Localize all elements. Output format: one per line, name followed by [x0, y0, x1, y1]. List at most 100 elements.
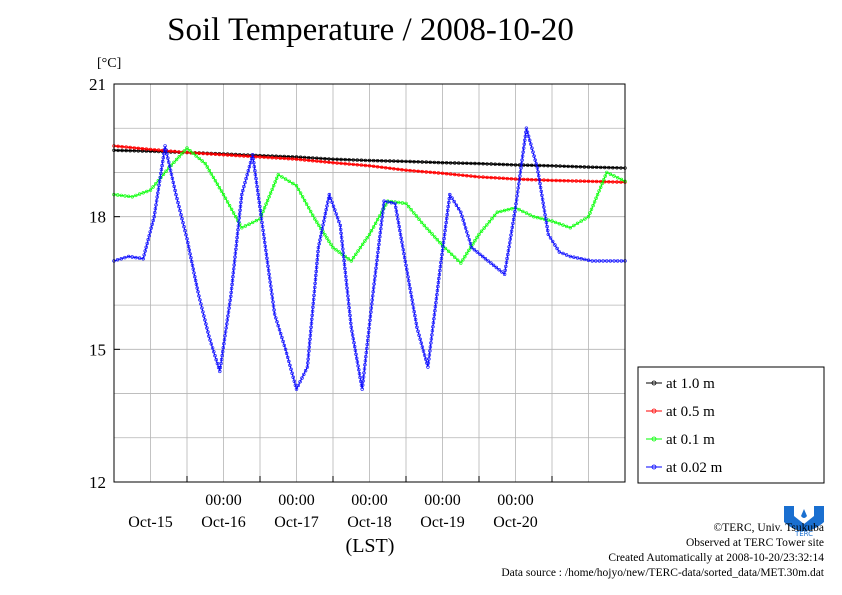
data-point [520, 158, 524, 162]
data-point [302, 198, 307, 203]
chart-title: Soil Temperature / 2008-10-20 [167, 12, 574, 48]
data-point [229, 286, 234, 291]
data-point [240, 226, 244, 230]
data-point [436, 280, 441, 285]
data-point [185, 237, 189, 241]
data-point [290, 371, 294, 375]
data-point [244, 176, 248, 181]
data-point [144, 147, 149, 151]
data-point [229, 294, 233, 298]
data-point [154, 199, 159, 203]
data-point [561, 251, 565, 256]
data-point [287, 359, 291, 363]
data-point [227, 306, 231, 310]
data-point [239, 200, 243, 205]
data-point [357, 372, 362, 376]
data-point [523, 138, 527, 142]
data-point [307, 345, 311, 349]
data-point [461, 173, 465, 178]
data-point [427, 357, 431, 361]
data-point [465, 161, 469, 166]
data-point [149, 226, 153, 230]
data-point [307, 341, 312, 345]
data-point [219, 357, 224, 362]
data-point [493, 162, 497, 166]
data-point [234, 247, 238, 252]
data-point [316, 245, 321, 250]
data-point [275, 320, 279, 324]
data-point [492, 213, 497, 218]
data-point [554, 164, 558, 168]
data-point [513, 163, 518, 167]
data-point [238, 154, 242, 158]
data-point [393, 201, 397, 206]
data-point [227, 203, 232, 208]
svg-text:TERC: TERC [794, 530, 813, 538]
data-point [309, 209, 313, 214]
data-point [398, 228, 402, 233]
x-tick-time-label: 00:00 [351, 492, 387, 509]
data-point [414, 321, 418, 326]
data-point [407, 279, 411, 283]
series-layer [112, 126, 627, 391]
data-point [572, 255, 576, 259]
data-point [323, 160, 327, 164]
data-point [296, 187, 301, 192]
data-point [134, 193, 138, 198]
data-point [236, 228, 240, 232]
data-point [262, 232, 266, 237]
data-point [233, 251, 238, 255]
data-point [539, 216, 543, 221]
data-point [145, 189, 149, 194]
data-point [303, 369, 308, 373]
data-point [529, 163, 534, 168]
data-point [146, 237, 150, 242]
data-point [238, 204, 243, 209]
data-point [292, 379, 296, 383]
data-point [398, 232, 403, 237]
data-point [279, 331, 283, 336]
data-point [174, 192, 178, 197]
data-point [521, 150, 525, 154]
data-point [359, 163, 364, 167]
data-point [248, 161, 253, 165]
data-point [574, 165, 578, 169]
data-point [234, 153, 238, 158]
x-tick-time-label: 00:00 [278, 492, 314, 509]
data-point [267, 272, 271, 276]
data-point [229, 290, 233, 295]
data-point [350, 329, 354, 333]
data-point [272, 312, 277, 316]
data-point [475, 235, 479, 240]
data-point [489, 175, 493, 180]
data-point [583, 217, 587, 221]
data-point [499, 209, 503, 214]
data-point [126, 194, 131, 199]
data-point [469, 161, 473, 166]
data-point [323, 157, 327, 161]
data-point [124, 145, 128, 149]
data-point [481, 162, 485, 166]
data-point [136, 146, 141, 151]
data-point [384, 159, 388, 163]
data-point [294, 387, 299, 391]
data-point [165, 152, 169, 156]
data-point [432, 317, 436, 321]
data-point [520, 154, 525, 158]
data-point [377, 238, 381, 243]
data-point [416, 160, 420, 164]
data-point [116, 144, 120, 149]
data-point [190, 259, 194, 264]
data-point [343, 270, 348, 275]
data-point [231, 275, 235, 279]
data-point [439, 260, 443, 265]
data-point [427, 229, 432, 233]
data-point [205, 152, 210, 156]
data-point [524, 130, 528, 134]
data-point [536, 174, 541, 178]
data-point [446, 204, 450, 209]
data-point [380, 219, 384, 223]
legend-entry: at 0.5 m [646, 404, 715, 420]
data-point [251, 220, 255, 225]
data-point [459, 210, 463, 214]
